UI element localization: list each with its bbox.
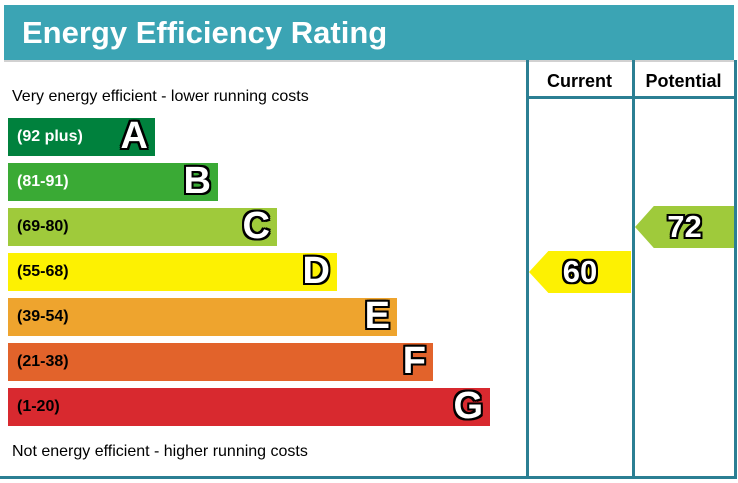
band-g-letter: G (453, 385, 483, 427)
potential-column-header: Potential (645, 71, 722, 91)
potential-rating-value: 72 (667, 209, 702, 244)
title-bar: Energy Efficiency Rating (4, 5, 734, 60)
band-f-letter: F (402, 340, 426, 382)
band-b: (81-91) B (8, 160, 218, 202)
bottom-note: Not energy efficient - higher running co… (12, 443, 308, 460)
band-d: (55-68) D (8, 250, 337, 292)
column-divider-line (632, 60, 635, 479)
band-e: (39-54) E (8, 295, 397, 337)
band-c-range: (69-80) (17, 218, 69, 235)
current-rating-value: 60 (562, 254, 598, 289)
band-a: (92 plus) A (8, 115, 155, 157)
band-e-letter: E (364, 295, 390, 337)
band-f: (21-38) F (8, 340, 433, 382)
band-a-range: (92 plus) (17, 128, 83, 145)
potential-rating-arrow: 72 (635, 206, 734, 248)
right-border-line (734, 60, 737, 479)
current-column-header: Current (546, 71, 612, 91)
band-b-range: (81-91) (17, 173, 69, 190)
top-note: Very energy efficient - lower running co… (12, 88, 309, 105)
band-g-range: (1-20) (17, 398, 60, 415)
current-rating-arrow: 60 (529, 251, 631, 293)
band-f-range: (21-38) (17, 353, 69, 370)
band-d-letter: D (302, 250, 330, 292)
current-column-left-line (526, 60, 529, 479)
band-c-letter: C (242, 205, 270, 247)
band-a-letter: A (120, 115, 148, 157)
band-d-range: (55-68) (17, 263, 69, 280)
band-b-letter: B (183, 160, 211, 202)
bottom-border-line (0, 476, 737, 479)
header-underline (526, 96, 737, 99)
band-c: (69-80) C (8, 205, 277, 247)
page-title: Energy Efficiency Rating (22, 14, 388, 50)
band-g: (1-20) G (8, 385, 490, 427)
band-e-range: (39-54) (17, 308, 69, 325)
